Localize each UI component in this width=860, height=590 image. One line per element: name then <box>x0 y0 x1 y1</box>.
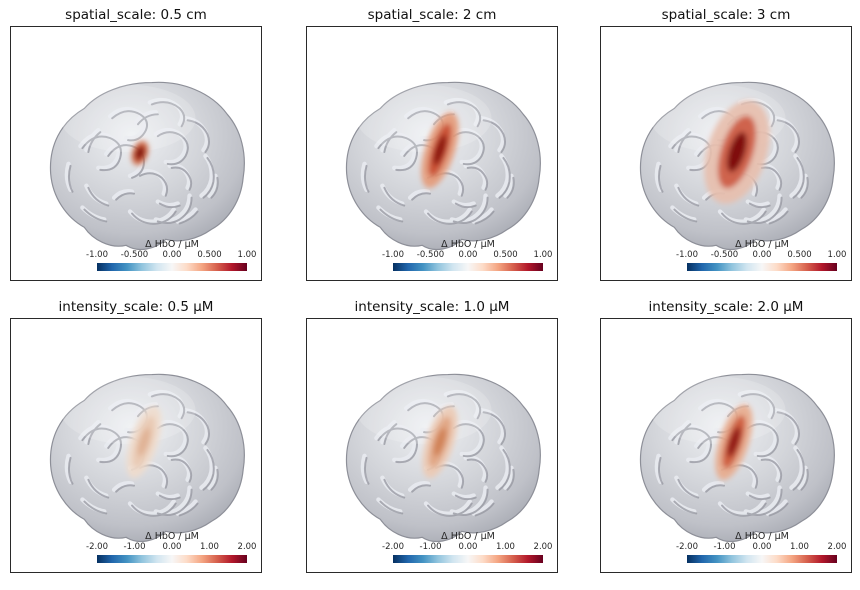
colorbar-label: Δ HbO / µM <box>145 239 199 250</box>
brain-render <box>11 319 261 572</box>
axes-frame: Δ HbO / µM -2.00 -1.00 0.00 1.00 2.00 <box>10 318 262 573</box>
activation-core <box>433 427 447 457</box>
colorbar-tick: -1.00 <box>713 542 736 552</box>
colorbar: Δ HbO / µM -2.00 -1.00 0.00 1.00 2.00 <box>676 531 846 563</box>
colorbar-tick: 2.00 <box>237 542 257 552</box>
colorbar-tick: -0.500 <box>710 250 739 260</box>
panel-title: intensity_scale: 1.0 µM <box>354 299 510 315</box>
axes-frame: Δ HbO / µM -1.00 -0.500 0.00 0.500 1.00 <box>10 26 262 281</box>
colorbar-ticks: -1.00 -0.500 0.00 0.500 1.00 <box>86 250 256 261</box>
colorbar-tick: -1.00 <box>419 542 442 552</box>
activation-blob <box>715 404 753 481</box>
colorbar-tick: 0.00 <box>458 250 478 260</box>
panel-title: spatial_scale: 3 cm <box>661 7 791 23</box>
colorbar-ticks: -1.00 -0.500 0.00 0.500 1.00 <box>382 250 552 261</box>
panel-spatial-0.5cm: spatial_scale: 0.5 cm Δ HbO / µM -1.00 -… <box>10 4 262 281</box>
axes-frame: Δ HbO / µM -2.00 -1.00 0.00 1.00 2.00 <box>306 318 558 573</box>
colorbar-gradient <box>687 263 837 271</box>
colorbar-label: Δ HbO / µM <box>145 531 199 542</box>
colorbar-label: Δ HbO / µM <box>735 239 789 250</box>
activation-blob <box>421 112 459 189</box>
colorbar-tick: 0.00 <box>752 542 772 552</box>
colorbar: Δ HbO / µM -2.00 -1.00 0.00 1.00 2.00 <box>382 531 552 563</box>
brain-render <box>601 27 851 280</box>
colorbar-gradient <box>687 555 837 563</box>
activation-core <box>136 147 144 159</box>
colorbar-tick: -1.00 <box>86 250 108 260</box>
axes-frame: Δ HbO / µM -1.00 -0.500 0.00 0.500 1.00 <box>306 26 558 281</box>
colorbar-ticks: -2.00 -1.00 0.00 1.00 2.00 <box>86 542 256 553</box>
colorbar-tick: 0.500 <box>197 250 222 260</box>
panel-title: spatial_scale: 0.5 cm <box>65 7 207 23</box>
activation-blob <box>126 405 162 479</box>
colorbar-tick: -2.00 <box>382 542 404 552</box>
activation-core <box>726 132 747 172</box>
colorbar-gradient <box>97 263 247 271</box>
colorbar-tick: -2.00 <box>676 542 698 552</box>
colorbar-tick: -1.00 <box>382 250 404 260</box>
colorbar: Δ HbO / µM -2.00 -1.00 0.00 1.00 2.00 <box>86 531 256 563</box>
colorbar-tick: 0.00 <box>458 542 478 552</box>
colorbar-tick: -0.500 <box>120 250 149 260</box>
panel-intensity-1.0uM: intensity_scale: 1.0 µM Δ HbO / µM -2.00… <box>306 296 558 573</box>
colorbar-tick: -2.00 <box>86 542 108 552</box>
colorbar: Δ HbO / µM -1.00 -0.500 0.00 0.500 1.00 <box>382 239 552 271</box>
colorbar-ticks: -2.00 -1.00 0.00 1.00 2.00 <box>382 542 552 553</box>
activation-blob <box>704 100 770 204</box>
brain-render <box>307 27 557 280</box>
colorbar-tick: 1.00 <box>533 250 553 260</box>
panel-intensity-0.5uM: intensity_scale: 0.5 µM Δ HbO / µM -2.00… <box>10 296 262 573</box>
brain-render <box>601 319 851 572</box>
colorbar-tick: 2.00 <box>827 542 847 552</box>
colorbar-tick: 0.500 <box>787 250 812 260</box>
axes-frame: Δ HbO / µM -1.00 -0.500 0.00 0.500 1.00 <box>600 26 852 281</box>
colorbar-tick: 0.00 <box>162 250 182 260</box>
colorbar-label: Δ HbO / µM <box>441 239 495 250</box>
colorbar-label: Δ HbO / µM <box>441 531 495 542</box>
colorbar-tick: 0.00 <box>752 250 772 260</box>
axes-frame: Δ HbO / µM -2.00 -1.00 0.00 1.00 2.00 <box>600 318 852 573</box>
brain-render <box>307 319 557 572</box>
colorbar-gradient <box>393 555 543 563</box>
panel-title: intensity_scale: 2.0 µM <box>648 299 804 315</box>
colorbar-tick: -1.00 <box>676 250 698 260</box>
colorbar-tick: 1.00 <box>200 542 219 552</box>
colorbar-gradient <box>97 555 247 563</box>
panel-spatial-2cm: spatial_scale: 2 cm Δ HbO / µM -1.00 -0.… <box>306 4 558 281</box>
colorbar-tick: 0.00 <box>162 542 182 552</box>
activation-blob <box>131 140 149 166</box>
panel-title: intensity_scale: 0.5 µM <box>58 299 214 315</box>
panel-title: spatial_scale: 2 cm <box>367 7 497 23</box>
colorbar-ticks: -1.00 -0.500 0.00 0.500 1.00 <box>676 250 846 261</box>
colorbar-gradient <box>393 263 543 271</box>
colorbar-tick: -1.00 <box>123 542 146 552</box>
colorbar-tick: 2.00 <box>533 542 553 552</box>
colorbar-ticks: -2.00 -1.00 0.00 1.00 2.00 <box>676 542 846 553</box>
panel-spatial-3cm: spatial_scale: 3 cm Δ HbO / µM -1.00 -0.… <box>600 4 852 281</box>
activation-core <box>137 427 151 457</box>
colorbar-tick: 1.00 <box>496 542 515 552</box>
activation-core <box>727 426 741 458</box>
colorbar: Δ HbO / µM -1.00 -0.500 0.00 0.500 1.00 <box>676 239 846 271</box>
activation-core <box>433 134 447 166</box>
brain-render <box>11 27 261 280</box>
colorbar-tick: 1.00 <box>790 542 809 552</box>
colorbar-tick: 0.500 <box>493 250 518 260</box>
activation-blob <box>422 405 458 479</box>
colorbar-tick: 1.00 <box>237 250 257 260</box>
colorbar-label: Δ HbO / µM <box>735 531 789 542</box>
panel-intensity-2.0uM: intensity_scale: 2.0 µM Δ HbO / µM -2.00… <box>600 296 852 573</box>
colorbar-tick: -0.500 <box>416 250 445 260</box>
colorbar: Δ HbO / µM -1.00 -0.500 0.00 0.500 1.00 <box>86 239 256 271</box>
colorbar-tick: 1.00 <box>827 250 847 260</box>
